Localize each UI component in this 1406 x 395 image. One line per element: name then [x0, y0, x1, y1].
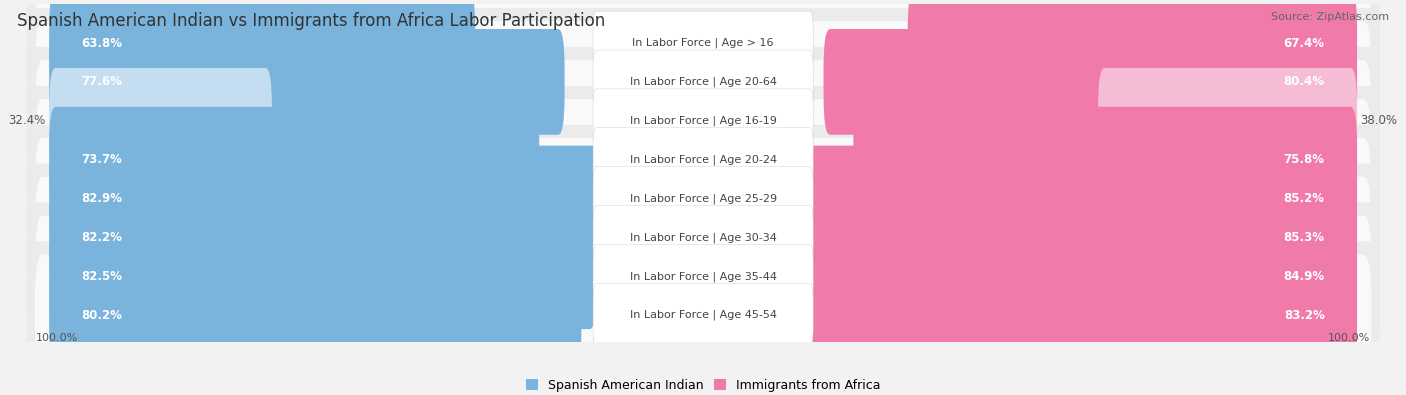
Text: 82.9%: 82.9%: [82, 192, 122, 205]
Text: 80.4%: 80.4%: [1284, 75, 1324, 88]
FancyBboxPatch shape: [27, 241, 1379, 389]
FancyBboxPatch shape: [593, 50, 813, 114]
Text: In Labor Force | Age 25-29: In Labor Force | Age 25-29: [630, 193, 776, 204]
FancyBboxPatch shape: [593, 205, 813, 269]
Text: In Labor Force | Age 35-44: In Labor Force | Age 35-44: [630, 271, 776, 282]
Text: 38.0%: 38.0%: [1361, 114, 1398, 127]
FancyBboxPatch shape: [27, 125, 1379, 273]
Text: 73.7%: 73.7%: [82, 153, 122, 166]
FancyBboxPatch shape: [593, 11, 813, 75]
FancyBboxPatch shape: [49, 29, 565, 135]
Text: Source: ZipAtlas.com: Source: ZipAtlas.com: [1271, 12, 1389, 22]
FancyBboxPatch shape: [824, 29, 1357, 135]
FancyBboxPatch shape: [49, 224, 596, 329]
Text: In Labor Force | Age 16-19: In Labor Force | Age 16-19: [630, 115, 776, 126]
FancyBboxPatch shape: [593, 283, 813, 347]
FancyBboxPatch shape: [35, 254, 1371, 376]
FancyBboxPatch shape: [35, 21, 1371, 143]
FancyBboxPatch shape: [35, 216, 1371, 337]
Text: 83.2%: 83.2%: [1284, 308, 1324, 322]
Text: In Labor Force | Age 45-54: In Labor Force | Age 45-54: [630, 310, 776, 320]
FancyBboxPatch shape: [27, 8, 1379, 156]
FancyBboxPatch shape: [793, 146, 1357, 251]
FancyBboxPatch shape: [35, 0, 1371, 103]
Text: 84.9%: 84.9%: [1284, 270, 1324, 283]
FancyBboxPatch shape: [35, 60, 1371, 181]
FancyBboxPatch shape: [593, 167, 813, 230]
Text: Spanish American Indian vs Immigrants from Africa Labor Participation: Spanish American Indian vs Immigrants fr…: [17, 12, 605, 30]
Text: 100.0%: 100.0%: [37, 333, 79, 343]
Text: 82.2%: 82.2%: [82, 231, 122, 244]
FancyBboxPatch shape: [853, 107, 1357, 213]
FancyBboxPatch shape: [27, 0, 1379, 117]
FancyBboxPatch shape: [49, 262, 582, 368]
FancyBboxPatch shape: [27, 47, 1379, 195]
Text: 75.8%: 75.8%: [1284, 153, 1324, 166]
FancyBboxPatch shape: [35, 177, 1371, 298]
FancyBboxPatch shape: [593, 89, 813, 152]
Text: 85.2%: 85.2%: [1284, 192, 1324, 205]
Text: In Labor Force | Age 30-34: In Labor Force | Age 30-34: [630, 232, 776, 243]
FancyBboxPatch shape: [593, 245, 813, 308]
Text: 82.5%: 82.5%: [82, 270, 122, 283]
FancyBboxPatch shape: [35, 99, 1371, 220]
FancyBboxPatch shape: [593, 128, 813, 192]
Legend: Spanish American Indian, Immigrants from Africa: Spanish American Indian, Immigrants from…: [520, 374, 886, 395]
Text: 100.0%: 100.0%: [1327, 333, 1369, 343]
FancyBboxPatch shape: [49, 107, 540, 213]
Text: 85.3%: 85.3%: [1284, 231, 1324, 244]
FancyBboxPatch shape: [49, 0, 475, 96]
FancyBboxPatch shape: [908, 0, 1357, 96]
FancyBboxPatch shape: [35, 138, 1371, 259]
FancyBboxPatch shape: [806, 262, 1357, 368]
Text: In Labor Force | Age 20-24: In Labor Force | Age 20-24: [630, 154, 776, 165]
Text: 63.8%: 63.8%: [82, 36, 122, 49]
Text: 80.2%: 80.2%: [82, 308, 122, 322]
Text: 32.4%: 32.4%: [8, 114, 46, 127]
FancyBboxPatch shape: [49, 184, 595, 290]
FancyBboxPatch shape: [27, 86, 1379, 233]
FancyBboxPatch shape: [49, 146, 599, 251]
FancyBboxPatch shape: [49, 68, 271, 174]
FancyBboxPatch shape: [27, 202, 1379, 350]
Text: 67.4%: 67.4%: [1284, 36, 1324, 49]
Text: In Labor Force | Age 20-64: In Labor Force | Age 20-64: [630, 77, 776, 87]
Text: In Labor Force | Age > 16: In Labor Force | Age > 16: [633, 38, 773, 48]
FancyBboxPatch shape: [1098, 68, 1357, 174]
FancyBboxPatch shape: [792, 184, 1357, 290]
FancyBboxPatch shape: [27, 164, 1379, 311]
Text: 77.6%: 77.6%: [82, 75, 122, 88]
FancyBboxPatch shape: [794, 224, 1357, 329]
